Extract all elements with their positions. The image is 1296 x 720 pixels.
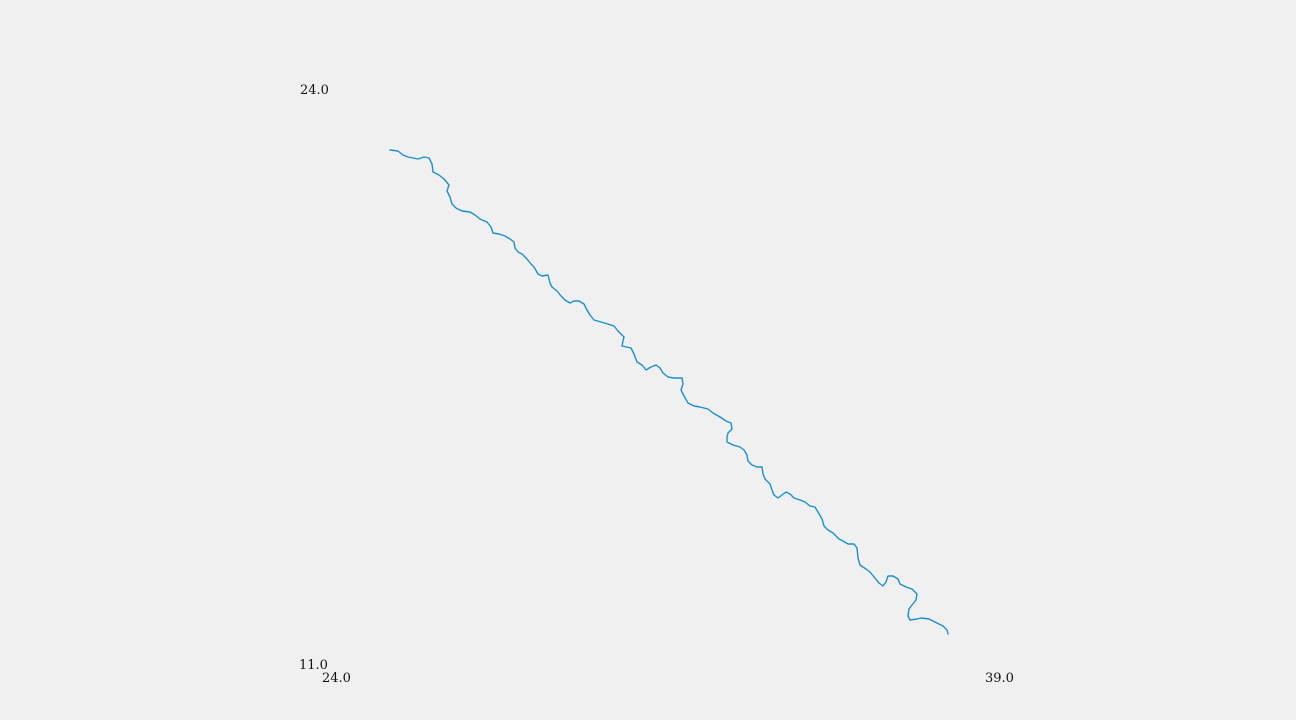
y-axis-min-label: 11.0 bbox=[299, 658, 328, 673]
x-axis-min-label: 24.0 bbox=[322, 671, 351, 686]
y-axis-max-label: 24.0 bbox=[300, 83, 329, 98]
river-line bbox=[389, 149, 949, 635]
x-axis-max-label: 39.0 bbox=[985, 671, 1014, 686]
